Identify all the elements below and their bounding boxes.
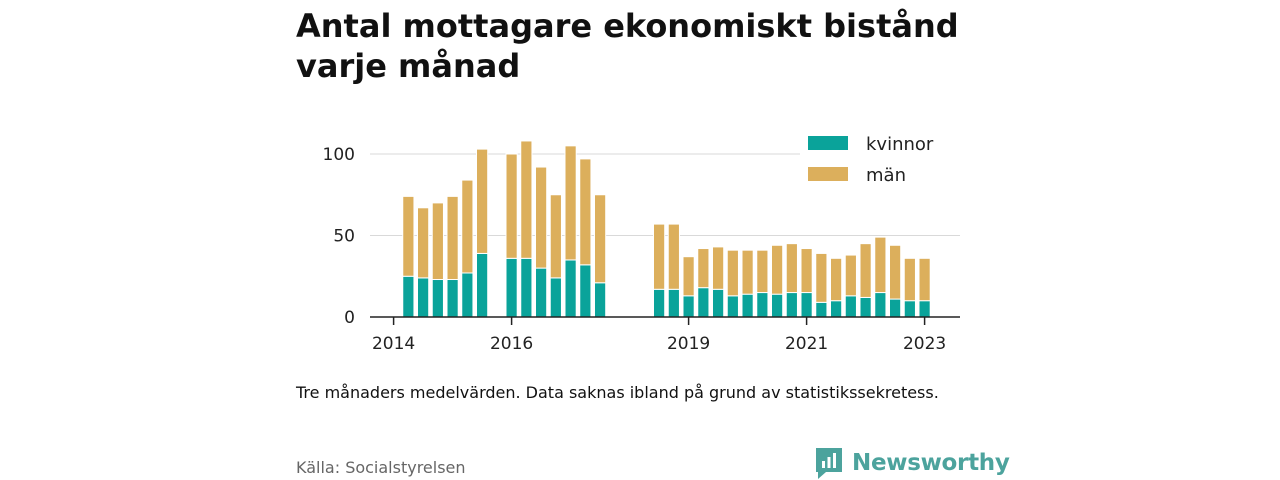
chart-title: Antal mottagare ekonomiskt bistånd varje… <box>296 7 959 85</box>
bar-man <box>594 194 607 284</box>
bar-kvinnor <box>741 293 754 318</box>
bar-man <box>461 179 474 274</box>
bar-man <box>815 252 828 303</box>
bar-kvinnor <box>756 292 769 318</box>
y-tick-label: 50 <box>333 227 355 247</box>
bar-kvinnor <box>771 293 784 318</box>
bar-kvinnor <box>446 279 459 318</box>
bar-kvinnor <box>889 298 902 318</box>
bar-kvinnor <box>594 282 607 318</box>
bar-man <box>697 248 710 289</box>
bar-kvinnor <box>653 288 666 318</box>
bar-man <box>520 140 533 259</box>
bar-man <box>771 244 784 295</box>
x-tick-label: 2016 <box>490 334 533 354</box>
bar-kvinnor <box>815 301 828 318</box>
bar-man <box>535 166 548 269</box>
bar-man <box>874 236 887 294</box>
bar-kvinnor <box>712 288 725 318</box>
bar-man <box>476 148 489 254</box>
bar-kvinnor <box>417 277 430 318</box>
bar-kvinnor <box>859 296 872 318</box>
bar-kvinnor <box>520 257 533 318</box>
axes: 0 50 100 2014 2016 2019 2021 2023 <box>323 145 960 354</box>
legend-swatch <box>808 136 848 150</box>
chart-note: Tre månaders medelvärden. Data saknas ib… <box>296 383 939 402</box>
bar-kvinnor <box>535 267 548 318</box>
bar-man <box>564 145 577 261</box>
bar-man <box>859 243 872 298</box>
bar-kvinnor <box>785 292 798 318</box>
brand-name: Newsworthy <box>852 450 1010 476</box>
bar-man <box>402 195 415 277</box>
bar-kvinnor <box>667 288 680 318</box>
bar-man <box>889 244 902 300</box>
bar-kvinnor <box>903 300 916 318</box>
bar-kvinnor <box>402 275 415 318</box>
bar-man <box>741 249 754 295</box>
bar-man <box>712 246 725 290</box>
bar-man <box>903 257 916 302</box>
bar-kvinnor <box>918 300 931 318</box>
legend-label: kvinnor <box>866 134 934 155</box>
x-tick-label: 2019 <box>667 334 710 354</box>
bar-kvinnor <box>800 292 813 318</box>
bar-man <box>431 202 444 281</box>
bar-kvinnor <box>830 300 843 318</box>
bar-man <box>579 158 592 266</box>
bar-kvinnor <box>844 295 857 318</box>
x-tick-label: 2014 <box>372 334 415 354</box>
bar-kvinnor <box>874 292 887 318</box>
newsworthy-logo: Newsworthy <box>814 446 1010 480</box>
bar-kvinnor <box>682 295 695 318</box>
bar-man <box>417 207 430 279</box>
stacked-bar-chart: 0 50 100 2014 2016 2019 2021 2023 kvinnor män <box>322 128 960 354</box>
bar-kvinnor <box>431 279 444 318</box>
bar-man <box>549 194 562 279</box>
bar-man <box>682 256 695 297</box>
bar-man <box>800 248 813 294</box>
legend-swatch <box>808 167 848 181</box>
bar-man <box>785 243 798 294</box>
bar-man <box>653 223 666 290</box>
bar-kvinnor <box>726 295 739 318</box>
bar-man <box>726 249 739 297</box>
newsworthy-logo-icon <box>816 448 842 479</box>
bar-kvinnor <box>549 277 562 318</box>
legend-label: män <box>866 165 906 186</box>
legend: kvinnor män <box>800 128 960 192</box>
x-tick-label: 2023 <box>903 334 946 354</box>
bar-kvinnor <box>697 287 710 318</box>
y-tick-label: 0 <box>344 308 355 328</box>
y-tick-label: 100 <box>323 145 355 165</box>
x-tick-label: 2021 <box>785 334 828 354</box>
bar-man <box>667 223 680 290</box>
bar-kvinnor <box>476 252 489 318</box>
bar-man <box>918 257 931 302</box>
bar-kvinnor <box>461 272 474 318</box>
bar-kvinnor <box>564 259 577 318</box>
bar-man <box>830 257 843 302</box>
bar-man <box>446 195 459 281</box>
bar-man <box>505 153 518 259</box>
bar-man <box>756 249 769 294</box>
chart-source: Källa: Socialstyrelsen <box>296 458 466 477</box>
bar-kvinnor <box>579 264 592 318</box>
bar-man <box>844 254 857 297</box>
bar-kvinnor <box>505 257 518 318</box>
